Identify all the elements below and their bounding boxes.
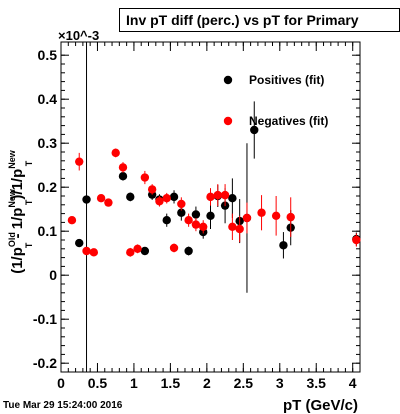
y-tick-label: 0.1 [38,223,58,239]
series-positives [75,42,361,372]
legend-label: Positives (fit) [249,73,324,87]
x-axis-ticks: 0 0.5 1 1.5 2 2.5 3 3.5 4 [57,42,357,391]
data-point [126,248,135,257]
data-point [75,238,84,248]
data-point [352,235,361,245]
data-point [82,195,91,204]
data-point [140,173,150,182]
legend-label: Negatives (fit) [249,114,328,128]
data-point [184,246,193,256]
data-point [235,224,244,234]
data-point [228,222,237,231]
plot-frame [60,41,361,373]
y-tick-label: 0 [49,267,57,283]
y-axis-title: (1/pOld T - 1/pNew T)/1/pNew T [7,149,34,274]
data-point [220,190,230,200]
y-tick-label: 0.4 [38,91,58,107]
data-point [191,220,201,229]
y-multiplier: ×10^-3 [58,28,99,43]
x-tick-label: 2.5 [234,375,254,391]
data-point [162,216,171,225]
data-point [199,222,208,231]
y-tick-label: -0.2 [33,355,57,371]
y-tick-label: -0.1 [33,311,57,327]
data-point [140,246,150,256]
data-point [206,211,215,220]
data-point [104,198,113,207]
y-axis-ticks: -0.2 -0.1 0 0.1 0.2 0.3 0.4 0.5 [33,47,360,371]
data-point [67,216,77,225]
x-tick-label: 2 [203,375,211,391]
data-point [82,246,91,256]
y-axis-title-text: (1/pOld T - 1/pNew T)/1/pNew T [7,149,34,274]
y-tick-label: 0.2 [38,179,58,195]
data-point [177,199,186,209]
legend: Positives (fit) Negatives (fit) [223,73,328,128]
chart-title: Inv pT diff (perc.) vs pT for Primary [119,8,400,32]
x-axis-title: pT (GeV/c) [283,397,358,414]
data-point [286,212,295,222]
legend-marker [223,75,233,85]
data-point [169,192,179,202]
series-negatives [67,148,361,257]
data-point [162,194,171,203]
x-tick-label: 3 [276,375,284,391]
data-point [89,248,99,257]
y-tick-label: 0.5 [38,47,58,63]
y-tick-label: 0.3 [38,135,58,151]
data-point [118,172,128,181]
data-point [228,194,237,203]
data-point [279,241,288,250]
data-point [126,192,135,202]
data-point [133,244,142,253]
data-point [271,211,281,220]
data-point [75,157,84,166]
x-tick-label: 1 [130,375,138,391]
data-point [184,216,193,225]
x-tick-label: 0 [57,375,65,391]
data-point [96,194,106,203]
data-point [191,210,201,219]
data-series [67,42,361,372]
data-point [250,125,259,135]
data-point [155,197,164,206]
legend-marker [223,116,233,126]
data-point [257,208,266,217]
data-point [213,190,222,200]
x-tick-label: 1.5 [161,375,181,391]
data-point [206,192,215,202]
timestamp: Tue Mar 29 15:24:00 2016 [3,400,123,411]
x-tick-label: 4 [349,375,357,391]
data-point [147,185,157,194]
data-point [111,148,120,158]
data-point [118,163,128,172]
x-tick-label: 3.5 [307,375,327,391]
data-point [177,208,186,217]
data-point [169,243,179,253]
x-tick-label: 0.5 [88,375,108,391]
data-point [242,213,252,223]
